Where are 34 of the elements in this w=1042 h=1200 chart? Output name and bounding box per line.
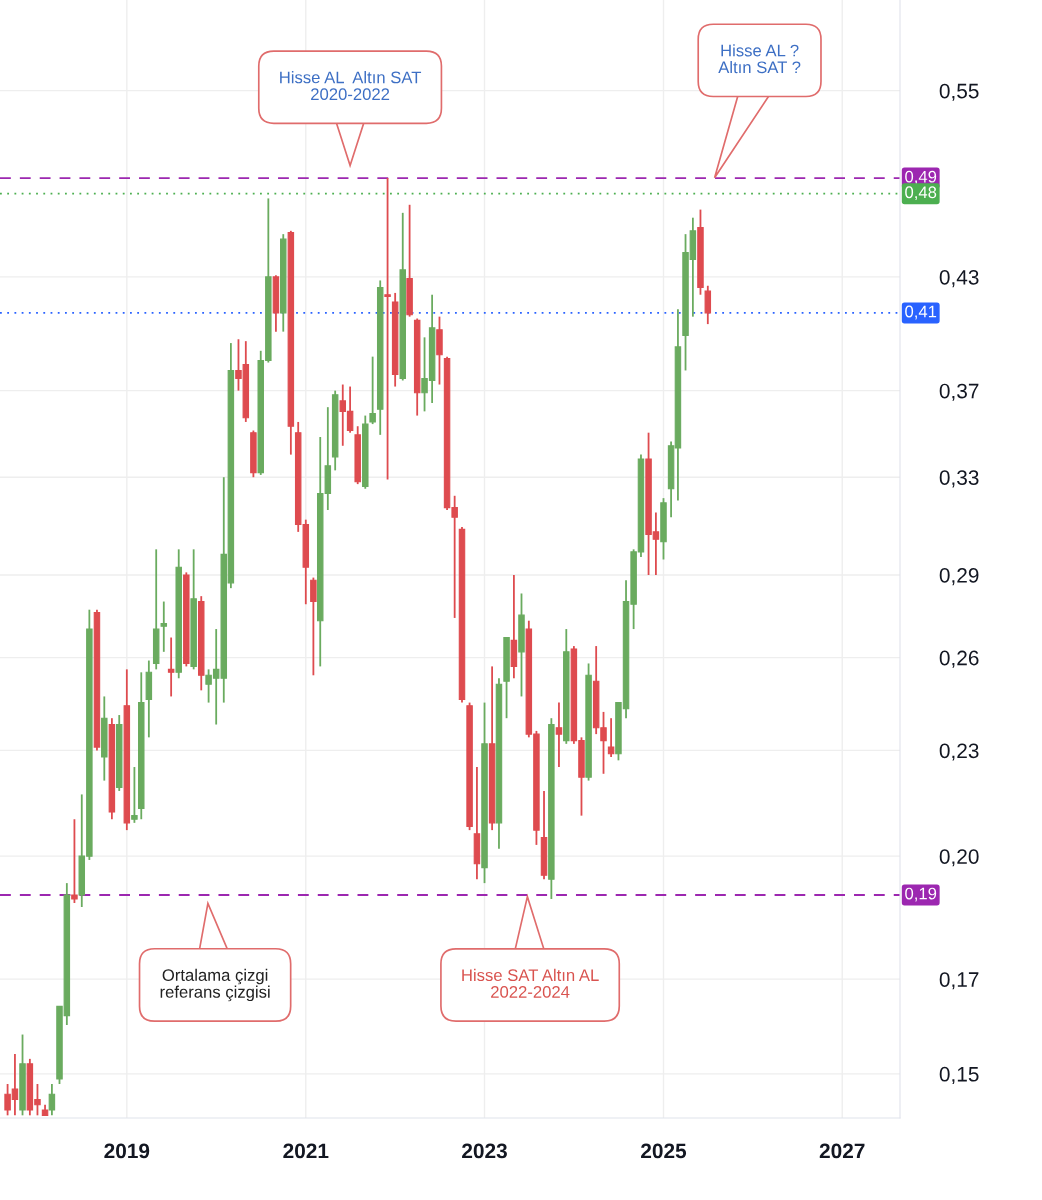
y-tick-label: 0,26	[939, 650, 979, 668]
annotation: Hisse AL Altın SAT 2020-2022	[280, 71, 422, 101]
candlestick	[704, 284, 712, 326]
ref-line-label: 0,41	[905, 305, 937, 320]
annotation: Hisse SAT Altın AL 2022-2024	[462, 968, 599, 998]
x-tick-label: 2027	[819, 1143, 865, 1159]
x-tick-label: 2019	[104, 1143, 150, 1159]
candlestick	[369, 355, 376, 425]
y-tick-label: 0,17	[939, 972, 979, 990]
candlestick	[131, 766, 138, 824]
ref-line-label: 0,19	[905, 887, 937, 902]
candlestick	[310, 576, 317, 677]
candlestick	[48, 1083, 56, 1117]
candlestick	[607, 717, 615, 758]
y-tick-label: 0,15	[939, 1066, 979, 1085]
ref-line-label: 0,48	[905, 186, 937, 201]
x-tick-label: 2023	[462, 1143, 507, 1159]
y-tick-label: 0,23	[939, 743, 979, 761]
candlestick	[71, 818, 78, 904]
y-tick-label: 0,33	[939, 470, 979, 488]
annotation: Ortalama çizgi referans çizgisi	[160, 968, 270, 1002]
candlestick	[160, 600, 168, 653]
candlestick	[167, 636, 175, 698]
y-tick-label: 0,29	[939, 567, 979, 586]
x-tick-label: 2021	[283, 1143, 329, 1159]
y-tick-label: 0,55	[939, 83, 979, 101]
annotation: Hisse AL ? Altın SAT ?	[718, 44, 801, 74]
y-tick-label: 0,20	[939, 849, 979, 867]
y-tick-label: 0,37	[939, 383, 979, 401]
y-tick-label: 0,43	[939, 269, 979, 288]
x-tick-label: 2025	[641, 1143, 687, 1159]
candlestick	[384, 177, 391, 481]
candlestick	[555, 701, 563, 768]
ref-line-label: 0,49	[905, 170, 937, 185]
